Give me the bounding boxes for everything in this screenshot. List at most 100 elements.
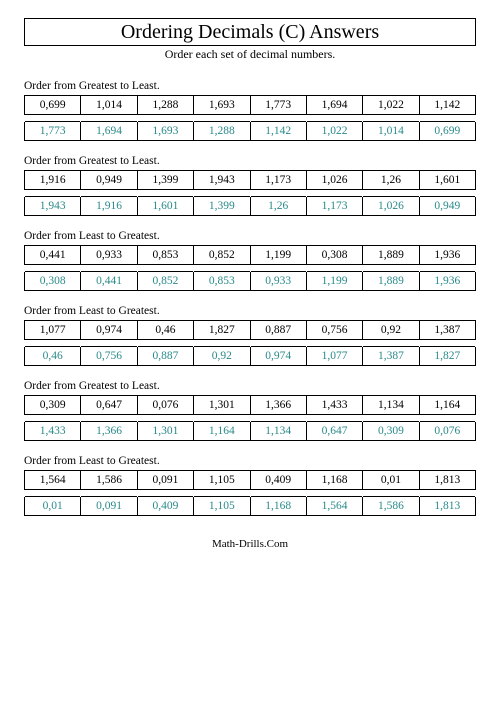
answer-cell: 1,105 [194, 497, 250, 516]
problem-table: 0,4410,9330,8530,8521,1990,3081,8891,936… [24, 245, 476, 291]
answer-cell: 1,433 [25, 422, 81, 441]
given-cell: 1,134 [363, 396, 419, 415]
given-cell: 0,309 [25, 396, 81, 415]
spacer-row [25, 115, 476, 122]
answer-cell: 1,564 [306, 497, 362, 516]
answer-cell: 0,699 [419, 122, 475, 141]
given-cell: 1,142 [419, 96, 475, 115]
answer-cell: 0,01 [25, 497, 81, 516]
answer-cell: 0,853 [194, 272, 250, 291]
problem-table: 0,3090,6470,0761,3011,3661,4331,1341,164… [24, 395, 476, 441]
given-row: 1,0770,9740,461,8270,8870,7560,921,387 [25, 321, 476, 340]
problem-table: 1,5641,5860,0911,1050,4091,1680,011,8130… [24, 470, 476, 516]
answer-cell: 0,076 [419, 422, 475, 441]
given-cell: 0,699 [25, 96, 81, 115]
given-cell: 0,441 [25, 246, 81, 265]
answer-cell: 1,916 [81, 197, 137, 216]
answer-cell: 1,813 [419, 497, 475, 516]
answer-cell: 1,827 [419, 347, 475, 366]
answer-cell: 1,199 [306, 272, 362, 291]
given-cell: 0,933 [81, 246, 137, 265]
given-cell: 0,647 [81, 396, 137, 415]
answer-cell: 0,091 [81, 497, 137, 516]
given-row: 1,9160,9491,3991,9431,1731,0261,261,601 [25, 171, 476, 190]
given-cell: 1,105 [194, 471, 250, 490]
given-cell: 0,076 [137, 396, 193, 415]
answer-cell: 0,756 [81, 347, 137, 366]
given-cell: 0,92 [363, 321, 419, 340]
given-cell: 0,853 [137, 246, 193, 265]
given-cell: 0,308 [306, 246, 362, 265]
answer-cell: 0,92 [194, 347, 250, 366]
answer-cell: 1,936 [419, 272, 475, 291]
given-cell: 1,889 [363, 246, 419, 265]
given-cell: 1,014 [81, 96, 137, 115]
problem-table: 1,9160,9491,3991,9431,1731,0261,261,6011… [24, 170, 476, 216]
given-row: 0,4410,9330,8530,8521,1990,3081,8891,936 [25, 246, 476, 265]
problems-container: Order from Greatest to Least.0,6991,0141… [24, 80, 476, 516]
spacer-row [25, 340, 476, 347]
given-row: 0,3090,6470,0761,3011,3661,4331,1341,164 [25, 396, 476, 415]
answer-row: 0,3080,4410,8520,8530,9331,1991,8891,936 [25, 272, 476, 291]
given-cell: 1,288 [137, 96, 193, 115]
answer-cell: 0,46 [25, 347, 81, 366]
answer-cell: 1,026 [363, 197, 419, 216]
answer-cell: 1,586 [363, 497, 419, 516]
given-row: 0,6991,0141,2881,6931,7731,6941,0221,142 [25, 96, 476, 115]
given-cell: 0,852 [194, 246, 250, 265]
answer-row: 1,4331,3661,3011,1641,1340,6470,3090,076 [25, 422, 476, 441]
answer-cell: 1,399 [194, 197, 250, 216]
given-cell: 1,693 [194, 96, 250, 115]
given-cell: 0,091 [137, 471, 193, 490]
answer-row: 0,460,7560,8870,920,9741,0771,3871,827 [25, 347, 476, 366]
given-cell: 0,46 [137, 321, 193, 340]
given-cell: 1,022 [363, 96, 419, 115]
answer-cell: 1,601 [137, 197, 193, 216]
given-cell: 1,943 [194, 171, 250, 190]
given-cell: 1,827 [194, 321, 250, 340]
answer-cell: 0,949 [419, 197, 475, 216]
given-cell: 0,974 [81, 321, 137, 340]
problem-prompt: Order from Least to Greatest. [24, 455, 476, 467]
answer-cell: 0,308 [25, 272, 81, 291]
given-cell: 1,813 [419, 471, 475, 490]
answer-row: 0,010,0910,4091,1051,1681,5641,5861,813 [25, 497, 476, 516]
answer-cell: 1,387 [363, 347, 419, 366]
given-cell: 0,409 [250, 471, 306, 490]
answer-cell: 1,173 [306, 197, 362, 216]
problem-prompt: Order from Greatest to Least. [24, 155, 476, 167]
given-cell: 0,887 [250, 321, 306, 340]
problem-prompt: Order from Greatest to Least. [24, 80, 476, 92]
problem-table: 0,6991,0141,2881,6931,7731,6941,0221,142… [24, 95, 476, 141]
given-cell: 1,916 [25, 171, 81, 190]
given-cell: 1,026 [306, 171, 362, 190]
answer-cell: 1,142 [250, 122, 306, 141]
given-cell: 1,366 [250, 396, 306, 415]
given-cell: 1,586 [81, 471, 137, 490]
answer-cell: 1,693 [137, 122, 193, 141]
given-cell: 0,949 [81, 171, 137, 190]
answer-cell: 1,26 [250, 197, 306, 216]
answer-cell: 0,933 [250, 272, 306, 291]
given-row: 1,5641,5860,0911,1050,4091,1680,011,813 [25, 471, 476, 490]
answer-cell: 0,409 [137, 497, 193, 516]
page-subtitle: Order each set of decimal numbers. [24, 47, 476, 62]
problem-prompt: Order from Least to Greatest. [24, 305, 476, 317]
given-cell: 1,173 [250, 171, 306, 190]
answer-cell: 1,773 [25, 122, 81, 141]
answer-cell: 1,301 [137, 422, 193, 441]
answer-cell: 1,366 [81, 422, 137, 441]
page-title: Ordering Decimals (C) Answers [121, 21, 379, 43]
given-cell: 1,077 [25, 321, 81, 340]
spacer-row [25, 265, 476, 272]
given-cell: 1,301 [194, 396, 250, 415]
answer-cell: 1,889 [363, 272, 419, 291]
given-cell: 1,399 [137, 171, 193, 190]
answer-cell: 1,134 [250, 422, 306, 441]
spacer-row [25, 415, 476, 422]
given-cell: 1,168 [306, 471, 362, 490]
footer-text: Math-Drills.Com [24, 538, 476, 550]
answer-cell: 0,309 [363, 422, 419, 441]
problem-table: 1,0770,9740,461,8270,8870,7560,921,3870,… [24, 320, 476, 366]
answer-cell: 0,852 [137, 272, 193, 291]
